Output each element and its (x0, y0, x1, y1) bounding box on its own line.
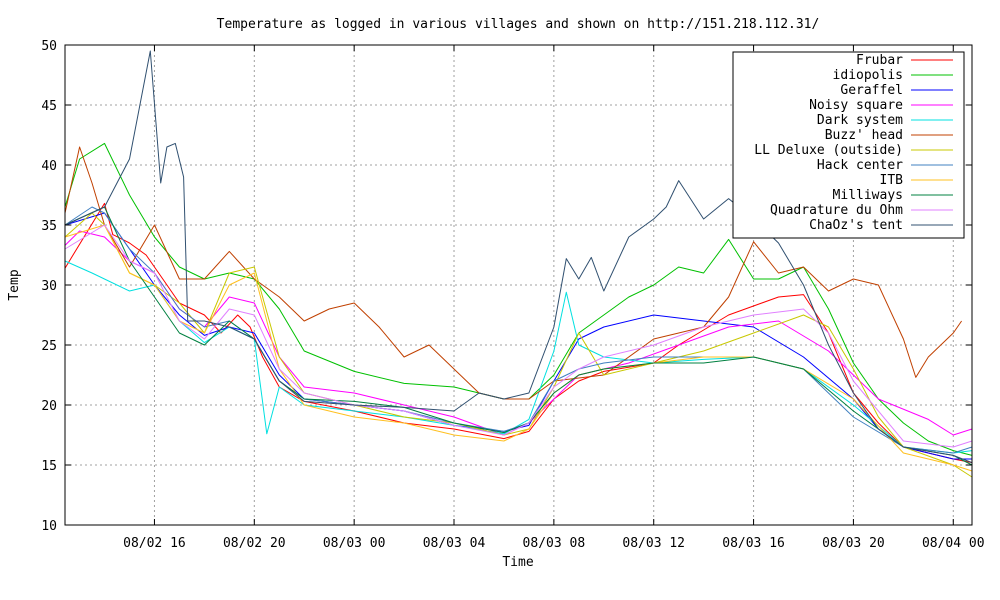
legend-label: LL Deluxe (outside) (754, 143, 903, 158)
x-axis: 08/02 16 08/02 20 08/03 00 08/03 04 08/03 08… (123, 45, 985, 551)
legend-label: ChaOz's tent (809, 218, 903, 233)
x-tick-label: 08/03 04 (423, 536, 486, 551)
legend-label: Buzz' head (825, 128, 903, 143)
y-tick-label: 50 (41, 39, 57, 54)
y-tick-label: 30 (41, 279, 57, 294)
series-line-10 (64, 206, 973, 466)
x-tick-label: 08/02 16 (123, 536, 186, 551)
x-tick-label: 08/02 20 (223, 536, 286, 551)
y-tick-label: 45 (41, 99, 57, 114)
x-tick-label: 08/03 16 (722, 536, 785, 551)
x-tick-label: 08/03 00 (323, 536, 386, 551)
y-tick-label: 35 (41, 219, 57, 234)
legend-label: Quadrature du Ohm (770, 203, 903, 218)
chart-title: Temperature as logged in various village… (217, 17, 820, 32)
legend-box (732, 51, 965, 239)
x-tick-label: 08/03 12 (622, 536, 685, 551)
legend-label: Frubar (856, 53, 903, 68)
x-tick-label: 08/04 00 (922, 536, 985, 551)
x-tick-label: 08/03 20 (822, 536, 885, 551)
legend-label: Dark system (817, 113, 903, 128)
legend-label: idiopolis (833, 68, 903, 83)
y-tick-label: 15 (41, 459, 57, 474)
legend-label: Milliways (833, 188, 903, 203)
series-group (64, 50, 973, 478)
y-axis: 10 15 20 25 30 35 40 45 50 (41, 39, 972, 534)
series-line-1 (64, 202, 973, 464)
y-axis-label: Temp (7, 269, 22, 300)
legend-label: Geraffel (840, 83, 903, 98)
y-tick-label: 40 (41, 159, 57, 174)
y-tick-label: 20 (41, 399, 57, 414)
x-axis-label: Time (502, 555, 533, 570)
legend-label: Hack center (817, 158, 903, 173)
y-tick-label: 10 (41, 519, 57, 534)
series-line-2 (64, 142, 973, 456)
legend-label: ITB (880, 173, 904, 188)
x-tick-label: 08/03 08 (523, 536, 586, 551)
legend-label: Noisy square (809, 98, 903, 113)
y-tick-label: 25 (41, 339, 57, 354)
series-line-12 (64, 50, 973, 464)
